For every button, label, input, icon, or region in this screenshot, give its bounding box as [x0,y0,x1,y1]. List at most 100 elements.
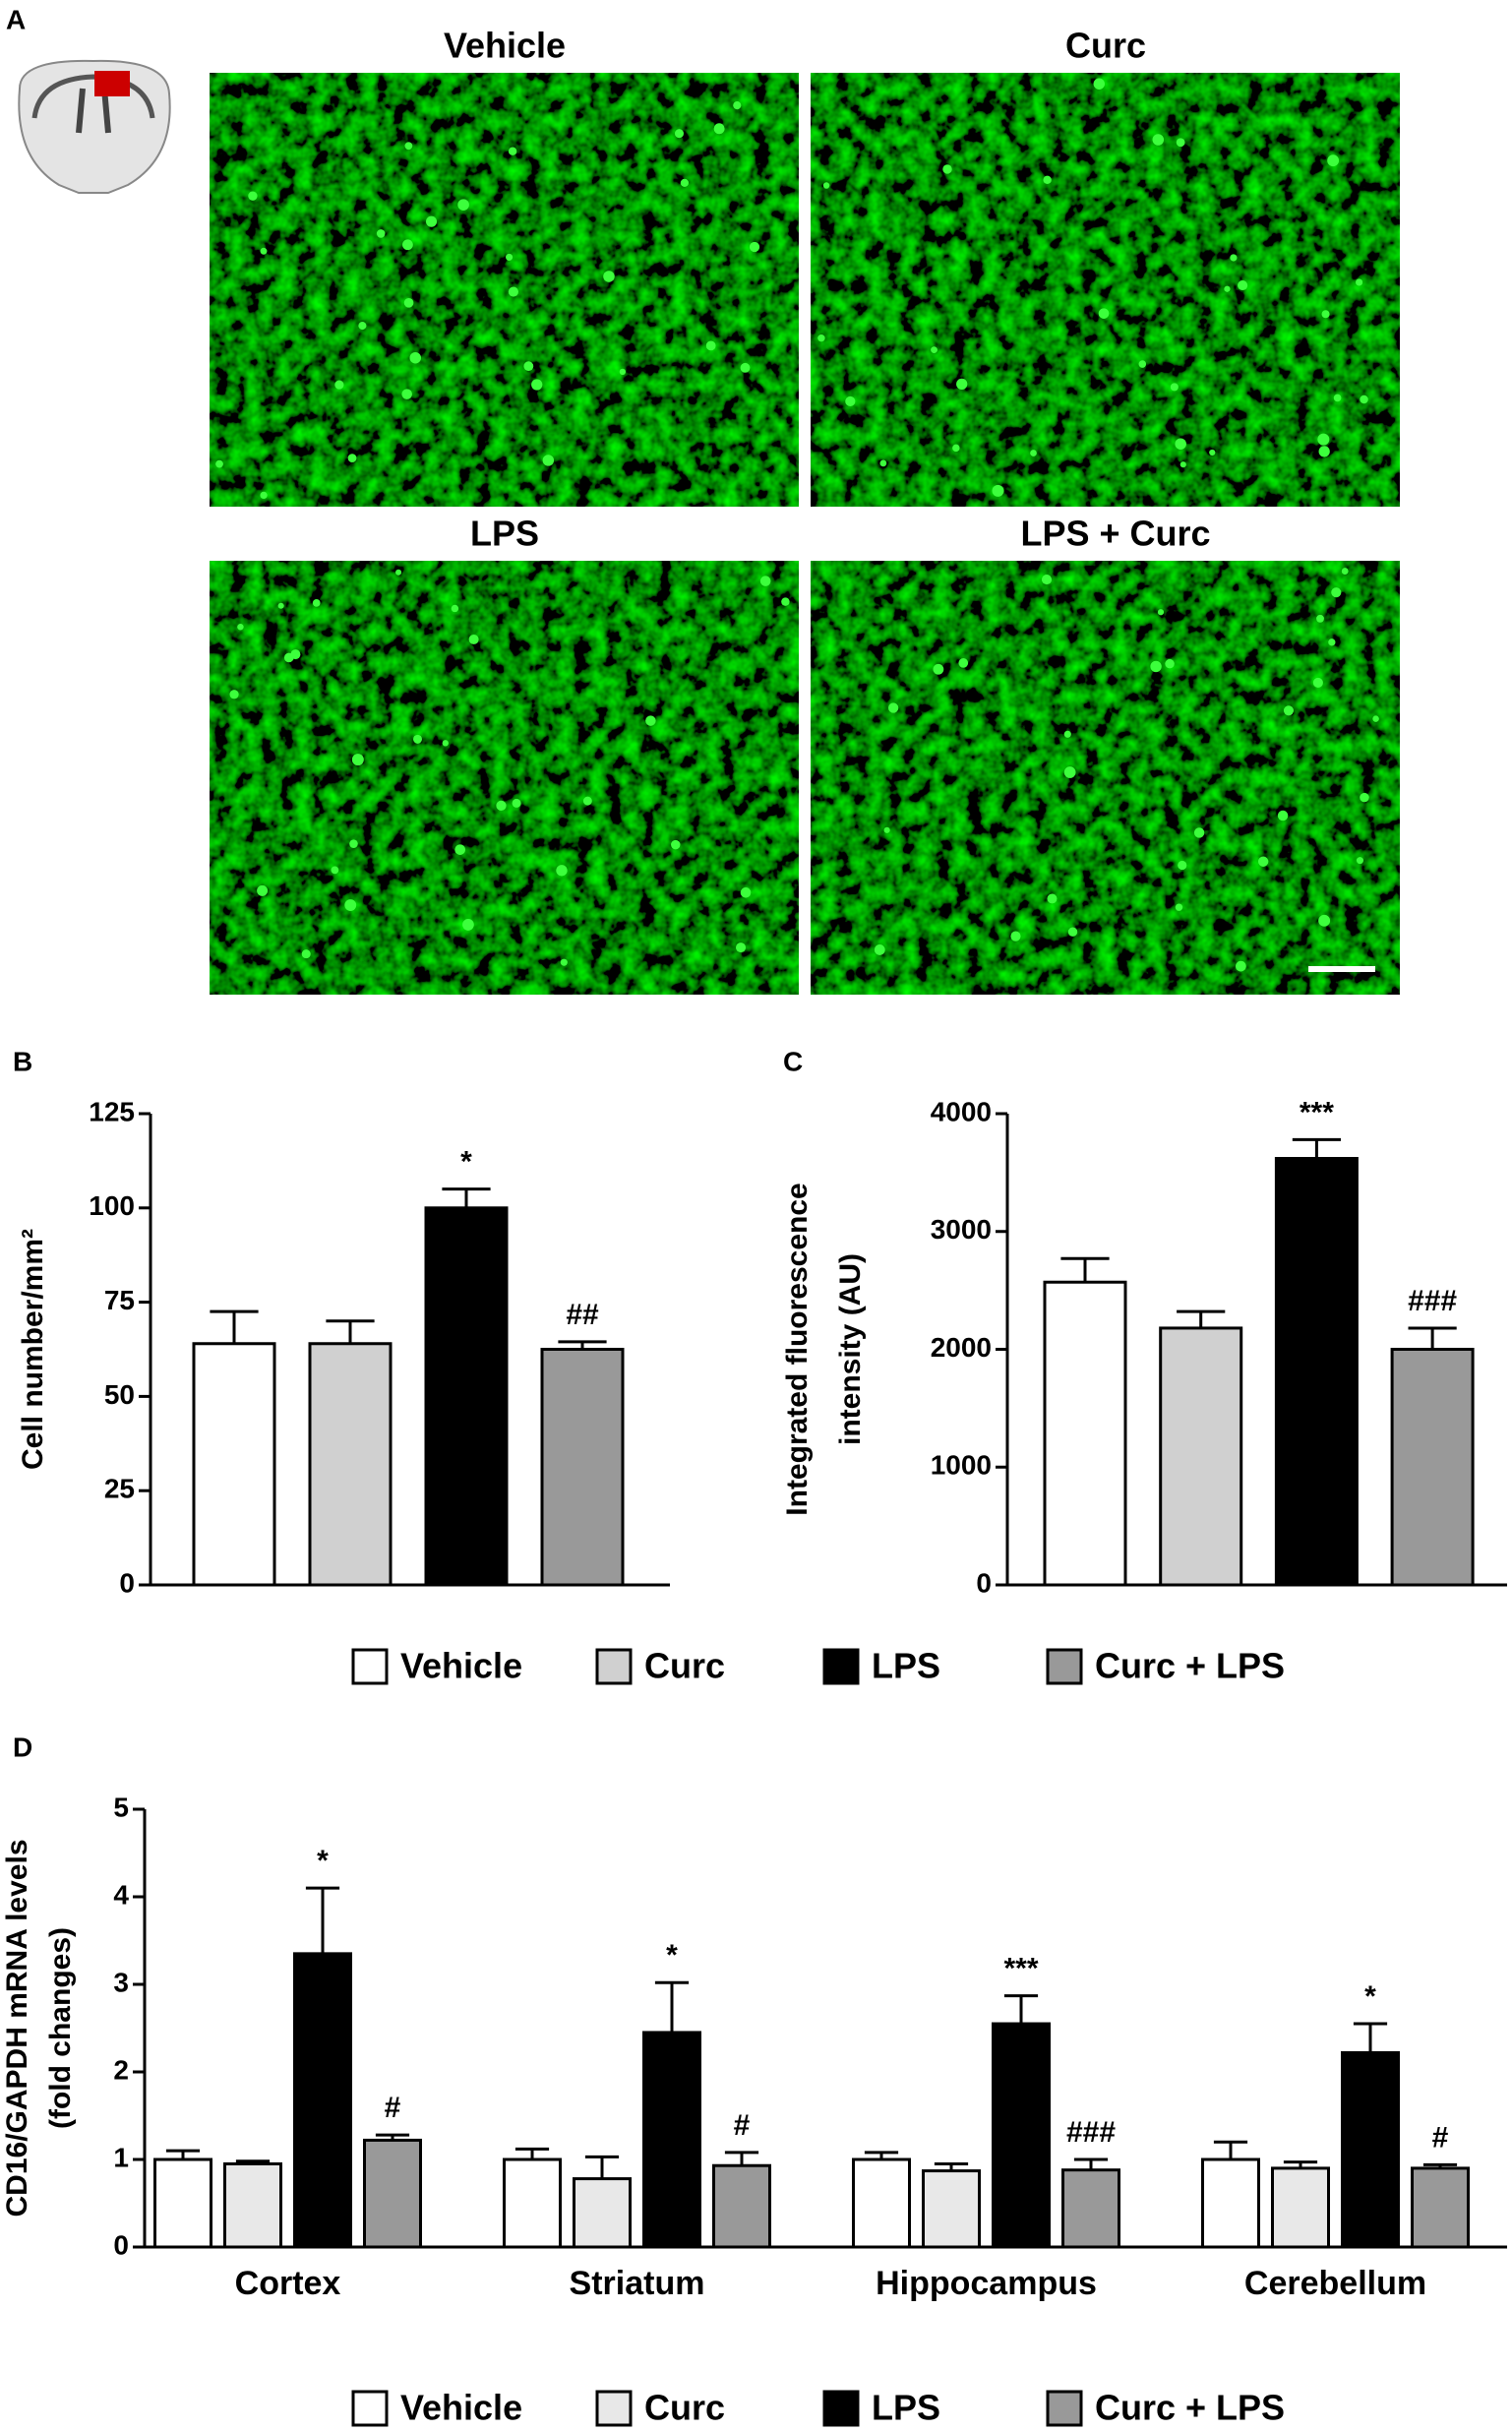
cell [1152,134,1165,146]
cell [349,839,358,848]
cell [496,800,507,812]
bar [293,1952,352,2249]
bar [1390,1348,1475,1587]
cell [376,229,386,238]
bar [922,2169,981,2249]
panel-label: C [783,1046,803,1076]
cell [1360,792,1369,803]
cell [347,454,357,463]
panel-label: D [13,1732,32,1762]
legend-swatch [595,2390,633,2427]
cell [1316,614,1324,623]
y-tick-label: 125 [89,1096,135,1126]
cell [1360,395,1368,404]
cell [523,361,534,372]
bar [1271,2166,1330,2249]
cell [468,634,479,644]
cell [442,740,449,747]
cell [312,599,321,607]
image-title: LPS [470,514,539,554]
cell [1041,575,1053,585]
cell [845,395,856,407]
micrographs [210,73,1400,995]
y-tick-label: 1 [113,2142,129,2172]
cell [1063,730,1071,738]
cell [1165,658,1175,669]
cell [1150,660,1162,673]
cell [1209,449,1216,456]
y-tick-label: 1000 [931,1450,992,1481]
panel-label: A [6,4,26,34]
cell [542,455,555,466]
cell [451,604,459,613]
significance: *** [1300,1096,1334,1128]
cell [1257,856,1269,867]
cell [1341,568,1349,575]
bar [153,2158,212,2249]
cell [1230,254,1238,262]
cell [1178,860,1187,871]
y-tick-label: 2 [113,2054,129,2085]
cell [1175,903,1183,911]
micrograph-texture [210,73,799,507]
cell [1331,587,1342,598]
significance: ### [1408,1285,1457,1317]
significance: * [317,1845,329,1877]
y-tick-label: 100 [89,1190,135,1221]
cell [229,690,239,699]
cell [1277,810,1289,821]
cell [817,334,825,342]
cell [992,484,1004,497]
cell [952,444,960,453]
image-title: Curc [1065,26,1146,66]
y-tick-label: 0 [119,1567,135,1598]
cell [1283,705,1295,716]
bar [308,1342,393,1587]
cell [1043,175,1052,185]
cell [740,362,751,373]
cell [1170,383,1179,392]
bar [642,2031,701,2249]
bar [573,2177,632,2249]
micrograph-texture [811,73,1400,507]
legend-swatch [1046,1648,1083,1685]
cell [1157,609,1165,616]
brain-icon [18,59,171,194]
y-tick-label: 2000 [931,1332,992,1363]
cell [1179,461,1186,468]
bar [1061,2168,1120,2249]
significance: * [460,1146,472,1179]
cell [531,379,543,391]
y-tick-label: 75 [104,1285,135,1315]
y-tick-label: 50 [104,1379,135,1410]
cell [331,866,339,875]
cell [740,887,752,898]
bar [1341,2050,1400,2249]
cell [1356,857,1364,865]
y-tick-label: 3 [113,1967,129,1997]
y-axis-label: Integrated fluorescence [781,1183,814,1515]
cell [1356,278,1363,286]
legend-label: Curc [644,1646,725,1686]
cell [508,147,517,155]
cell [645,715,656,726]
cell [248,191,258,201]
cell [1175,438,1186,450]
cell [822,182,830,189]
legend-swatch [822,1648,860,1685]
bar [363,2138,422,2249]
bar [223,2161,282,2249]
cell [301,949,311,959]
cell [1063,766,1076,778]
cell [888,702,899,713]
significance: * [666,1939,678,1972]
cell [1333,394,1342,402]
cell [733,101,742,110]
cell [1328,638,1336,646]
cell [1327,154,1340,167]
legend-label: Vehicle [400,1646,522,1686]
bar [1411,2166,1470,2249]
cell [257,884,269,896]
cell [358,322,367,331]
cell [237,623,244,631]
